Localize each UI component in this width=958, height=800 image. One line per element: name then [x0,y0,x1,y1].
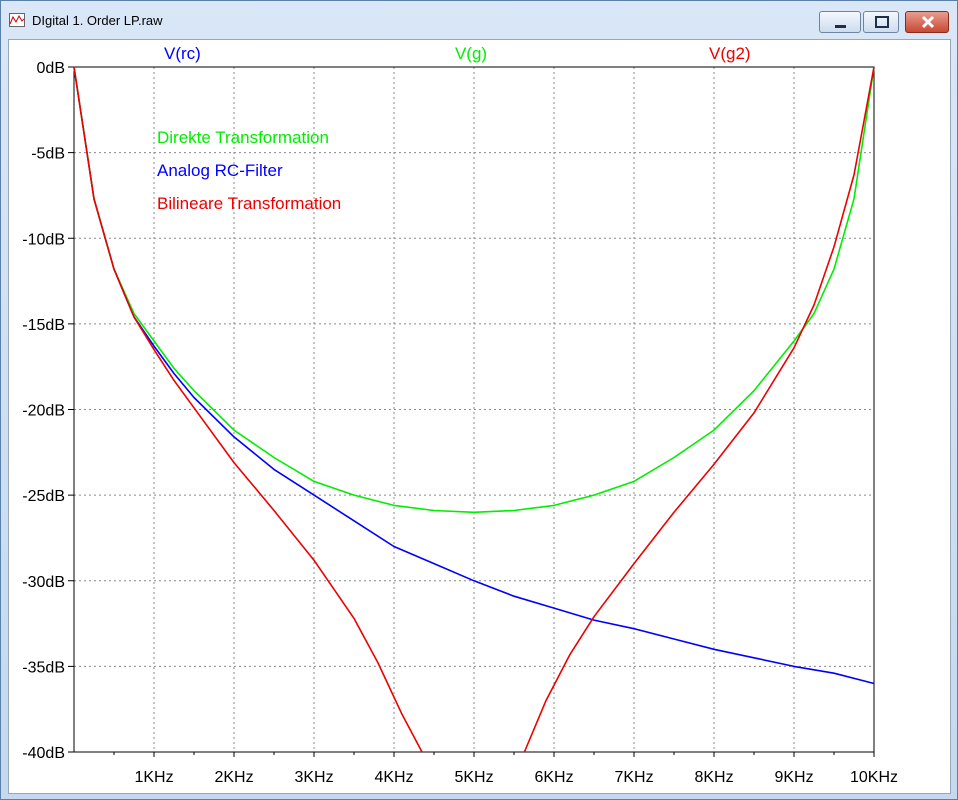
y-tick-label: -20dB [22,403,65,420]
x-tick-label: 6KHz [534,769,573,786]
title-bar[interactable]: DIgital 1. Order LP.raw [1,1,957,39]
series-line-g2-right[interactable] [523,66,875,753]
grid [74,67,874,752]
frequency-response-chart[interactable]: 1KHz 2KHz 3KHz 4KHz 5KHz 6KHz 7KHz 8KHz 9KHz 10KH… [9,40,950,793]
y-tick-label: -35dB [22,659,65,676]
x-tick-label: 4KHz [374,769,413,786]
legend-entry: Direkte Transformation [157,128,329,147]
y-tick-label: -5dB [31,146,65,163]
minimize-button[interactable] [819,11,861,33]
plot-frame [73,66,875,753]
x-tick-label: 9KHz [774,769,813,786]
y-tick-label: 0dB [37,60,65,77]
y-tick-label: -40dB [22,745,65,762]
series-line-vg[interactable] [73,66,875,514]
plot-pane[interactable]: 1KHz 2KHz 3KHz 4KHz 5KHz 6KHz 7KHz 8KHz 9KHz 10KH… [8,39,951,794]
y-tick-label: -25dB [22,488,65,505]
x-tick-label: 7KHz [614,769,653,786]
axes: 1KHz 2KHz 3KHz 4KHz 5KHz 6KHz 7KHz 8KHz 9KHz 10KH… [22,60,898,786]
trace-label-rc[interactable]: V(rc) [164,44,201,63]
trace-labels: V(rc) V(g) V(g2) [164,44,751,63]
x-tick-label: 5KHz [454,769,493,786]
y-tick-label: -15dB [22,317,65,334]
minimize-icon [835,25,846,28]
series-line-g2-left[interactable] [73,66,423,753]
y-tick-label: -30dB [22,574,65,591]
legend: Direkte Transformation Analog RC-Filter Bi… [157,128,341,213]
legend-entry: Bilineare Transformation [157,194,341,213]
close-icon [921,15,935,29]
x-tick-label: 2KHz [214,769,253,786]
waveform-file-icon [9,13,25,27]
series-layer [73,66,875,753]
maximize-button[interactable] [863,11,899,33]
legend-entry: Analog RC-Filter [157,161,283,180]
trace-label-g[interactable]: V(g) [455,44,487,63]
x-tick-label: 1KHz [134,769,173,786]
window-title: DIgital 1. Order LP.raw [32,13,163,28]
x-tick-label: 3KHz [294,769,333,786]
y-tick-label: -10dB [22,231,65,248]
maximize-icon [875,16,889,28]
close-button[interactable] [905,11,949,33]
series-line-vrc[interactable] [73,66,875,685]
x-tick-label: 10KHz [850,769,898,786]
trace-label-g2[interactable]: V(g2) [709,44,751,63]
x-tick-label: 8KHz [694,769,733,786]
